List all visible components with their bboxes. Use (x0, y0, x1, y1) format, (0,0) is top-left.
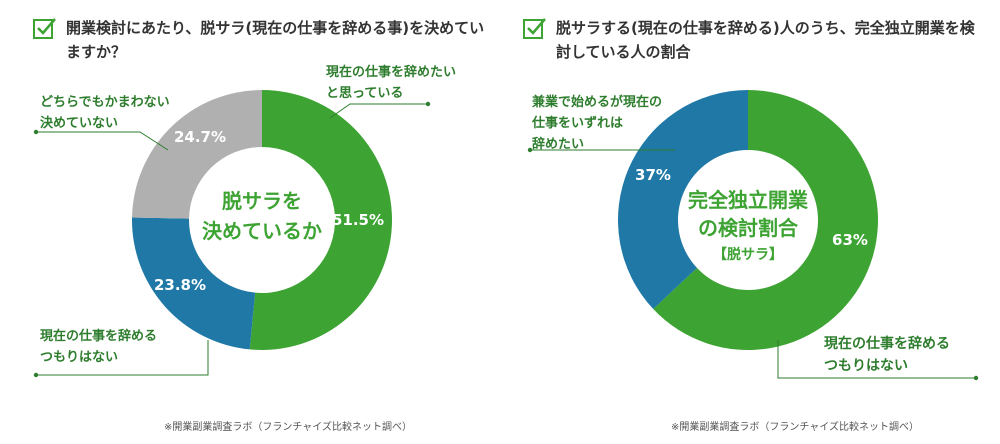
callout-quit: 現在の仕事を辞めたい と思っている (326, 65, 457, 101)
value-label-quit: 51.5% (332, 211, 384, 229)
value-label-stay: 63% (832, 231, 868, 249)
chart-title: 開業検討にあたり、脱サラ(現在の仕事を辞める事)を決めていますか？ (66, 19, 485, 61)
value-label-undecided: 24.7% (174, 128, 226, 146)
callout-side: 兼業で始めるが現在の 仕事をいずれは 辞めたい (532, 95, 663, 152)
callout-stay: 現在の仕事を辞める つもりはない (40, 329, 158, 365)
leader-quit-dot (425, 101, 431, 107)
callout-undecided: どちらでもかまわない 決めていない (40, 95, 170, 131)
center-label-line2: 決めているか (202, 219, 322, 243)
slice-quit (249, 90, 392, 350)
callout-stay: 現在の仕事を辞める つもりはない (824, 336, 950, 374)
leader-stay-dot (33, 372, 39, 378)
center-label-line1: 脱サラを (222, 189, 302, 213)
chart-title: 脱サラする(現在の仕事を辞める)人のうち、完全独立開業を検討している人の割合 (556, 19, 975, 61)
leader-stay (36, 340, 209, 376)
slice-stay (132, 217, 256, 350)
value-label-side: 37% (635, 166, 671, 184)
leader-stay (777, 340, 976, 379)
slice-side (618, 90, 748, 309)
leader-quit (329, 103, 428, 119)
slice-stay (653, 90, 878, 350)
leader-undecided-dot (33, 129, 39, 135)
right-chart-panel: 脱サラする(現在の仕事を辞める)人のうち、完全独立開業を検討している人の割合 完… (500, 0, 1000, 444)
checkbox-icon (33, 18, 56, 39)
checkbox-icon (523, 18, 546, 39)
value-label-stay: 23.8% (154, 276, 206, 294)
source-note: ※開業副業調査ラボ（フランチャイズ比較ネット調べ） (164, 422, 412, 433)
leader-side-dot (527, 147, 533, 153)
donut-chart: 脱サラを 決めているか 51.5% 23.8% 24.7% (33, 90, 431, 378)
center-label-line3: 【脱サラ】 (713, 246, 783, 263)
leader-stay-dot (973, 375, 979, 381)
donut-chart: 完全独立開業 の検討割合 【脱サラ】 63% 37% (527, 90, 979, 381)
center-label-line1: 完全独立開業 (688, 188, 809, 212)
leader-undecided (36, 131, 169, 151)
left-chart-panel: 開業検討にあたり、脱サラ(現在の仕事を辞める事)を決めていますか？ 脱サラを 決… (33, 18, 485, 433)
source-note: ※開業副業調査ラボ（フランチャイズ比較ネット調べ） (671, 422, 919, 433)
center-label-line2: の検討割合 (698, 216, 799, 240)
slice-undecided (132, 90, 262, 219)
